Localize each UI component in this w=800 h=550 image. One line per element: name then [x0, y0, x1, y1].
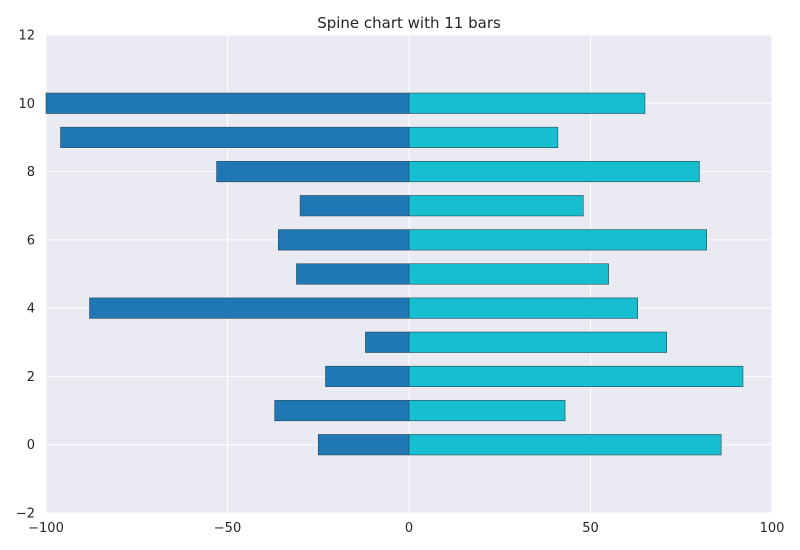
y-tick-label: 4 — [27, 302, 35, 317]
x-tick-labels: −100 −50 0 50 100 — [28, 521, 784, 536]
right-bar-2 — [408, 365, 744, 387]
left-bar-5 — [296, 263, 410, 285]
x-tick-label: −100 — [28, 521, 64, 536]
right-bar-10 — [408, 92, 646, 114]
right-bar-9 — [408, 126, 559, 148]
right-bar-4 — [408, 297, 638, 319]
right-bar-5 — [408, 263, 609, 285]
left-bar-6 — [278, 229, 410, 251]
bars — [45, 92, 744, 456]
right-bar-3 — [408, 331, 668, 353]
y-tick-label: 2 — [27, 370, 35, 385]
y-tick-labels: −2 0 2 4 6 8 10 12 — [16, 29, 35, 522]
y-tick-label: 0 — [27, 438, 35, 453]
chart-title: Spine chart with 11 bars — [317, 14, 501, 32]
right-bar-6 — [408, 229, 707, 251]
left-bar-1 — [274, 400, 410, 422]
y-tick-label: 12 — [18, 29, 35, 44]
left-bar-3 — [365, 331, 410, 353]
left-bar-2 — [325, 365, 410, 387]
x-tick-label: −50 — [214, 521, 241, 536]
left-bar-10 — [45, 92, 410, 114]
y-tick-label: 8 — [27, 165, 35, 180]
left-bar-0 — [317, 434, 410, 456]
y-tick-label: −2 — [16, 507, 35, 522]
x-tick-label: 0 — [405, 521, 413, 536]
x-tick-label: 100 — [760, 521, 785, 536]
x-tick-label: 50 — [582, 521, 599, 536]
right-bar-0 — [408, 434, 722, 456]
left-bar-9 — [60, 126, 410, 148]
y-tick-label: 6 — [27, 233, 35, 248]
left-bar-8 — [216, 161, 410, 183]
left-bar-7 — [299, 195, 410, 217]
right-bar-8 — [408, 161, 700, 183]
right-bar-1 — [408, 400, 566, 422]
left-bar-4 — [89, 297, 410, 319]
y-tick-label: 10 — [18, 97, 35, 112]
right-bar-7 — [408, 195, 584, 217]
